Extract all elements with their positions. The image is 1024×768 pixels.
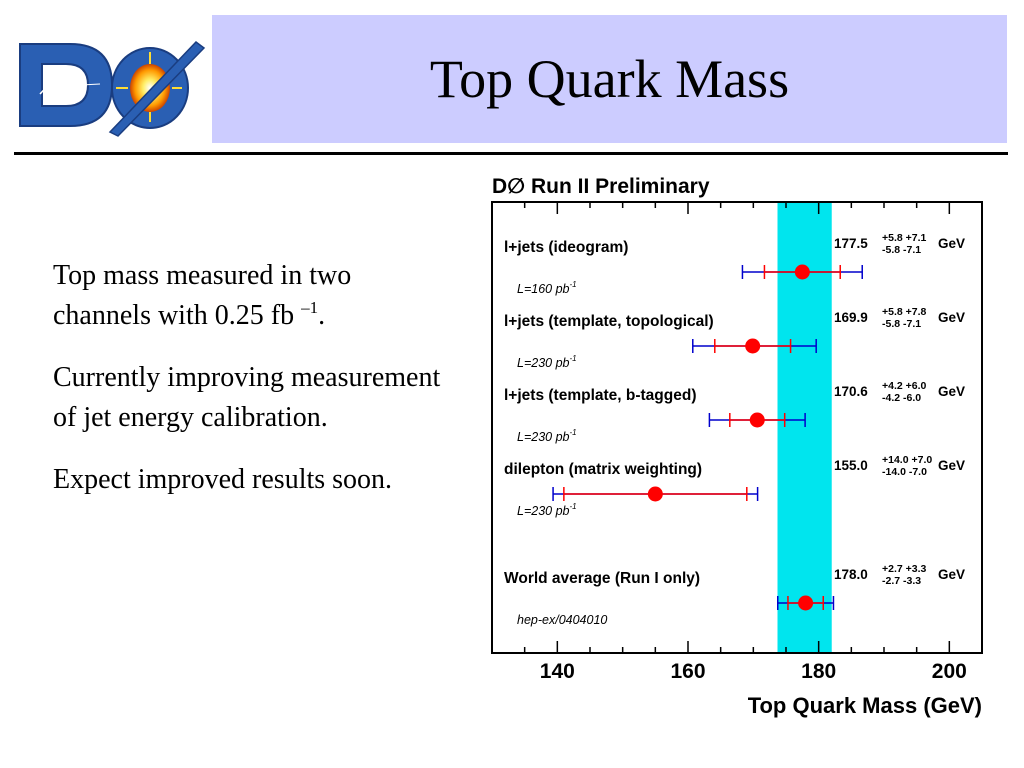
bullet-1-text: Top mass measured in two channels with 0… xyxy=(53,260,352,331)
unit-text: GeV xyxy=(938,384,965,399)
unit-text: GeV xyxy=(938,236,965,251)
uncertainty-up: +5.8 +7.1 xyxy=(882,232,927,244)
measurement-lumi-sup: -1 xyxy=(569,280,576,289)
uncertainty-down: -14.0 -7.0 xyxy=(882,466,927,478)
measurement-lumi: L=230 pb-1 xyxy=(517,428,577,444)
chart-svg: D∅ Run II Preliminary 140 160 180 200 l+jet… xyxy=(491,175,983,718)
page-title: Top Quark Mass xyxy=(429,49,790,109)
bullet-2-text: Currently improving measurement of jet e… xyxy=(53,362,441,433)
x-tick-label: 140 xyxy=(540,660,575,683)
measurement-lumi-sup: -1 xyxy=(569,502,576,511)
value-text: 170.6 xyxy=(834,384,868,399)
measurement-label: dilepton (matrix weighting) xyxy=(504,461,702,478)
measurement-row: l+jets (template, topological) L=230 pb-1… xyxy=(504,306,965,370)
measurement-label: l+jets (template, topological) xyxy=(504,313,714,330)
unit-text: GeV xyxy=(938,310,965,325)
data-point xyxy=(798,595,814,611)
top-mass-chart: D∅ Run II Preliminary 140 160 180 200 l+jet… xyxy=(486,168,990,730)
measurement-lumi: L=230 pb-1 xyxy=(517,354,577,370)
value-text: 177.5 xyxy=(834,236,868,251)
uncertainty-up: +5.8 +7.8 xyxy=(882,306,927,318)
measurement-lumi: L=230 pb-1 xyxy=(517,502,577,518)
data-point xyxy=(794,264,810,280)
measurement-lumi-sup: -1 xyxy=(569,354,576,363)
x-tick-label: 200 xyxy=(932,660,967,683)
bullet-list: Top mass measured in two channels with 0… xyxy=(53,256,443,522)
measurement-row: l+jets (ideogram) L=160 pb-1 177.5 +5.8 +7.… xyxy=(504,232,965,296)
data-point xyxy=(647,486,663,502)
bullet-1-tail: . xyxy=(318,300,326,331)
measurement-label: l+jets (ideogram) xyxy=(504,239,628,256)
data-point xyxy=(745,338,761,354)
measurement-row: l+jets (template, b-tagged) L=230 pb-1 170… xyxy=(504,380,965,444)
unit-text: GeV xyxy=(938,567,965,582)
bullet-2: Currently improving measurement of jet e… xyxy=(53,358,443,438)
unit-text: GeV xyxy=(938,458,965,473)
uncertainty-up: +2.7 +3.3 xyxy=(882,563,927,575)
bullet-3: Expect improved results soon. xyxy=(53,460,443,500)
uncertainty-up: +14.0 +7.0 xyxy=(882,454,932,466)
uncertainty-down: -4.2 -6.0 xyxy=(882,392,921,404)
measurement-lumi-sup: -1 xyxy=(569,428,576,437)
title-band: Top Quark Mass xyxy=(212,15,1007,143)
uncertainty-down: -2.7 -3.3 xyxy=(882,575,921,587)
measurement-lumi: L=160 pb-1 xyxy=(517,280,577,296)
bullet-1: Top mass measured in two channels with 0… xyxy=(53,256,443,336)
value-text: 178.0 xyxy=(834,567,868,582)
data-point xyxy=(749,412,765,428)
d0-logo: DØ xyxy=(0,14,208,140)
plot-frame xyxy=(491,201,983,654)
uncertainty-down: -5.8 -7.1 xyxy=(882,244,921,256)
measurement-label: World average (Run I only) xyxy=(504,570,700,587)
x-tick-label: 160 xyxy=(670,660,705,683)
measurement-row: World average (Run I only) hep-ex/0404010… xyxy=(504,563,965,627)
measurement-label: l+jets (template, b-tagged) xyxy=(504,387,697,404)
uncertainty-up: +4.2 +6.0 xyxy=(882,380,927,392)
measurement-row: dilepton (matrix weighting) L=230 pb-1 155… xyxy=(504,454,965,518)
measurement-lumi: hep-ex/0404010 xyxy=(517,613,607,627)
value-text: 155.0 xyxy=(834,458,868,473)
bullet-1-sup: –1 xyxy=(301,298,319,317)
x-tick-label: 180 xyxy=(801,660,836,683)
chart-title: D∅ Run II Preliminary xyxy=(492,175,710,198)
value-text: 169.9 xyxy=(834,310,868,325)
uncertainty-down: -5.8 -7.1 xyxy=(882,318,921,330)
x-axis-label: Top Quark Mass (GeV) xyxy=(748,693,982,718)
bullet-3-text: Expect improved results soon. xyxy=(53,464,393,495)
title-divider xyxy=(14,152,1008,155)
